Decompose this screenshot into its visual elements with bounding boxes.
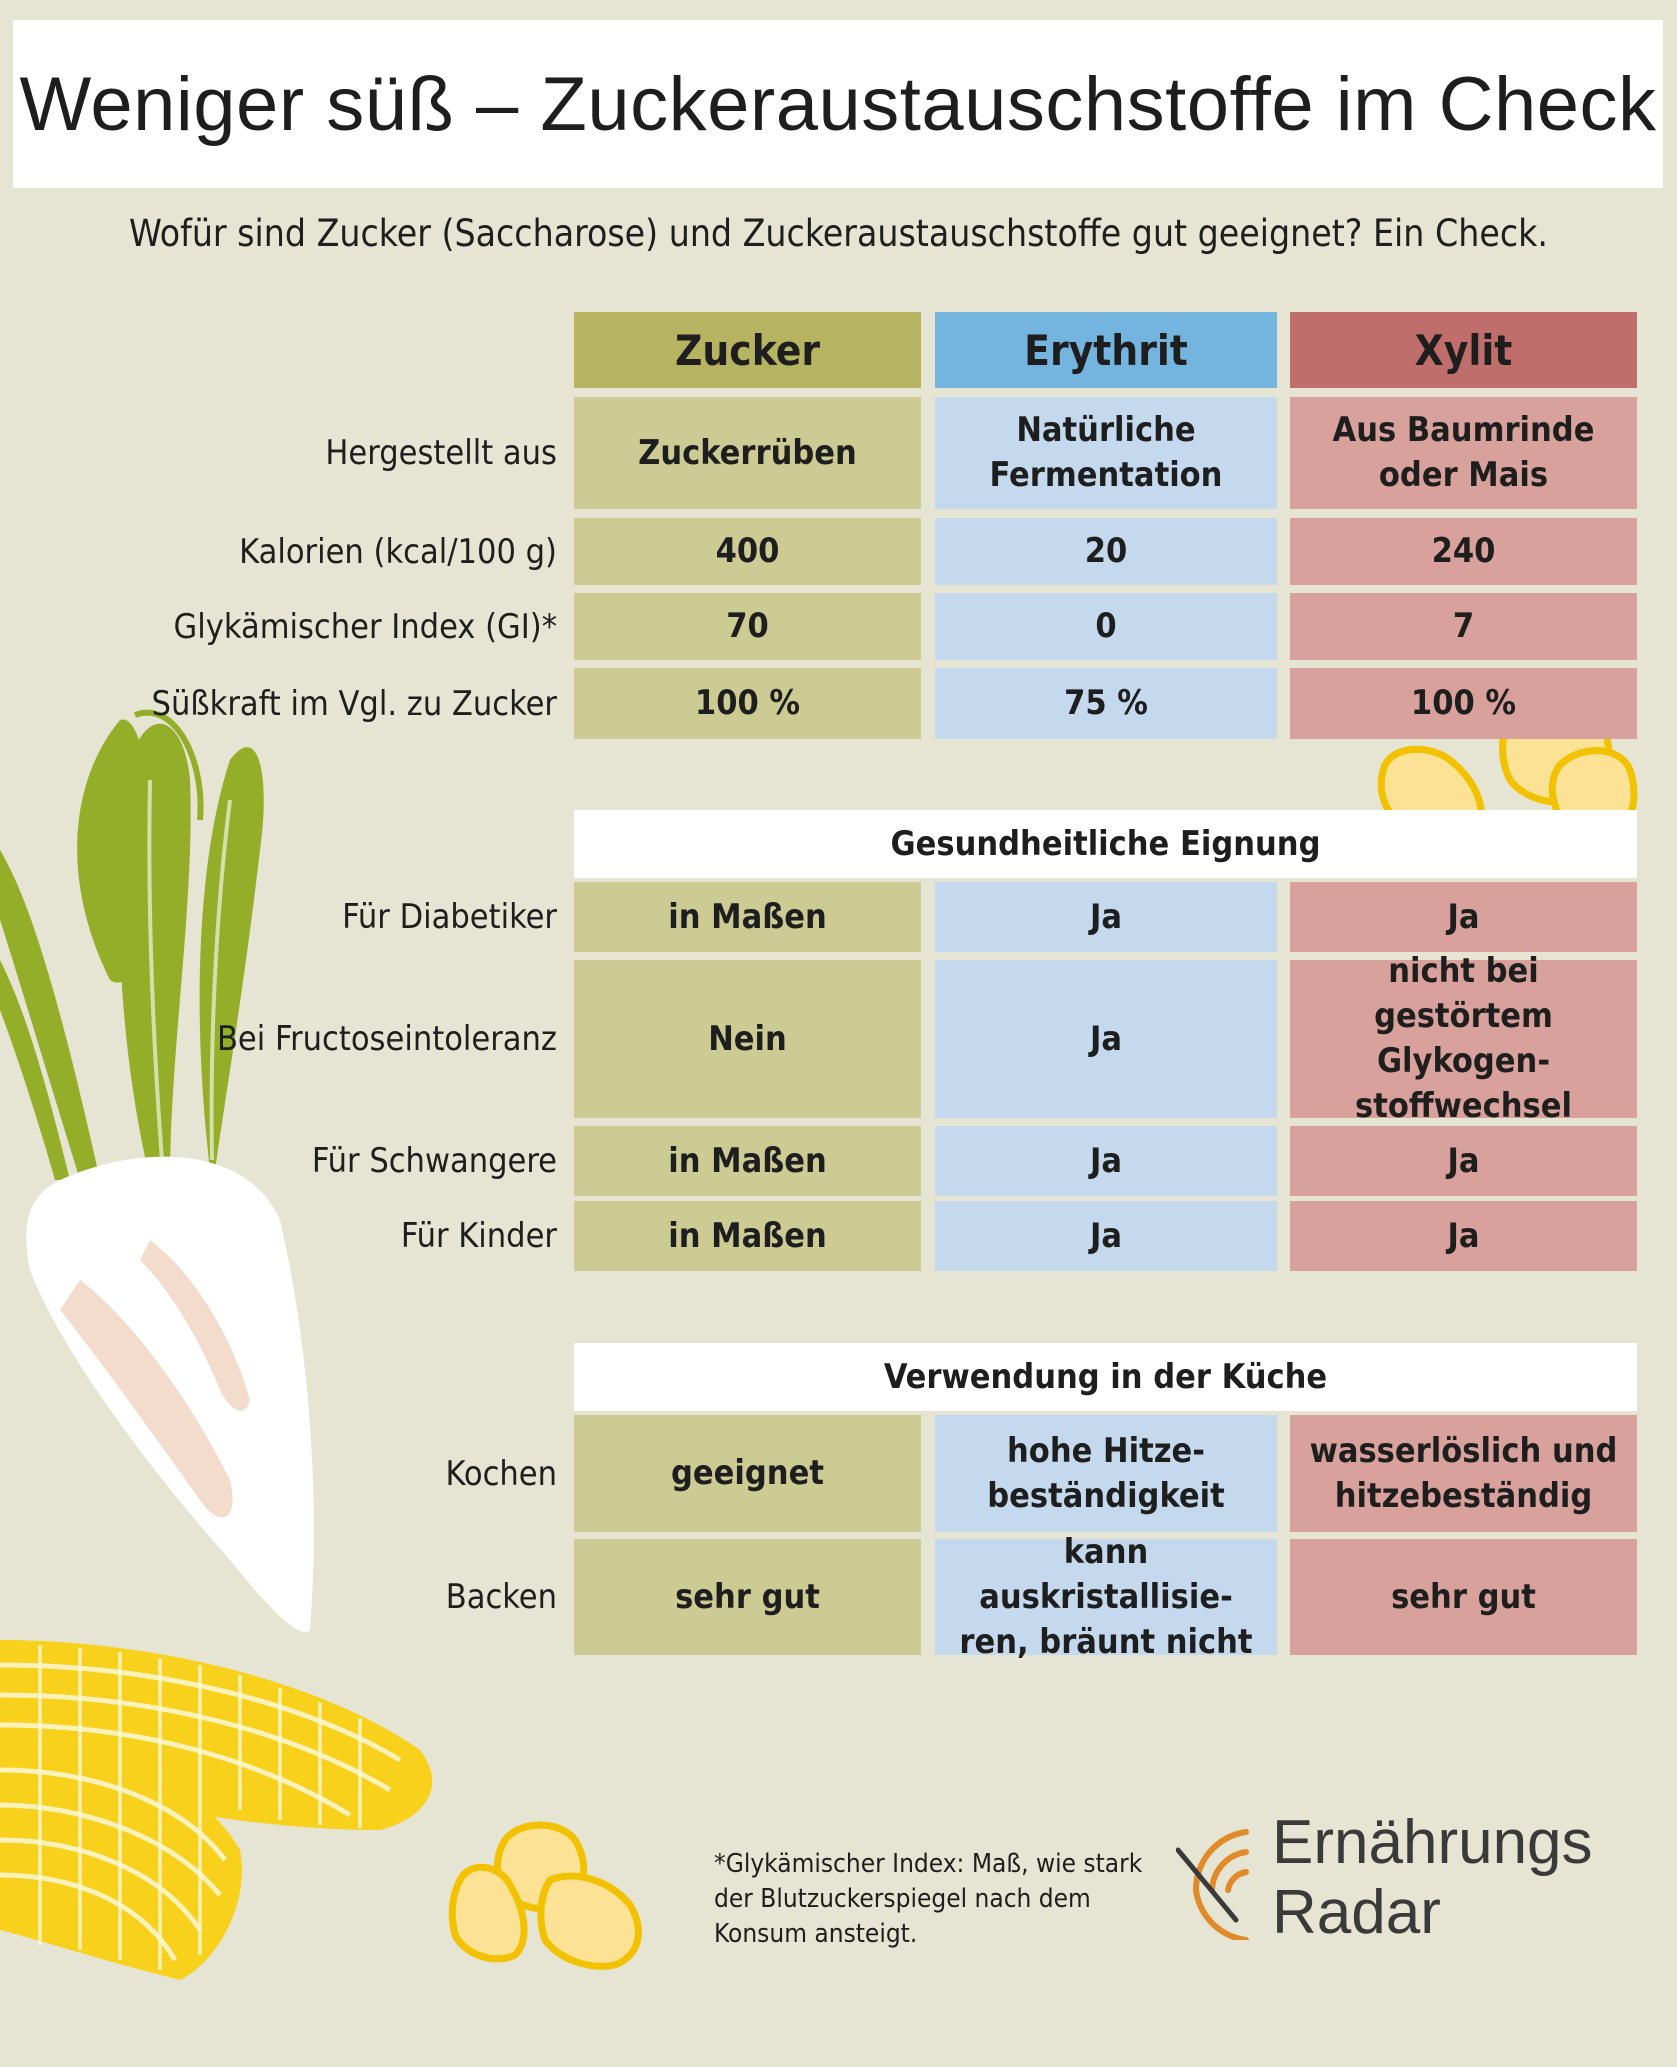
cell-text: 70 xyxy=(726,606,769,646)
cell-text: Zuckerrüben xyxy=(638,432,857,473)
cell-text: Ja xyxy=(1089,896,1122,937)
cell-text: Nein xyxy=(708,1018,787,1059)
row-label: Bei Fructoseintoleranz xyxy=(216,1019,557,1059)
cell-text: 75 % xyxy=(1064,683,1148,723)
cell-erythrit: 0 xyxy=(935,593,1277,660)
cell-text: beständigkeit xyxy=(987,1475,1225,1516)
cell-zucker: 70 xyxy=(574,593,921,660)
cell-xylit: Ja xyxy=(1290,1201,1637,1271)
cell-text: Ja xyxy=(1447,1140,1480,1181)
column-header-erythrit: Erythrit xyxy=(935,312,1277,388)
section-title: Gesundheitliche Eignung xyxy=(574,810,1637,878)
row-label: Backen xyxy=(445,1577,557,1617)
cell-zucker: geeignet xyxy=(574,1415,921,1532)
cell-text: 20 xyxy=(1084,531,1128,571)
cell-xylit: 240 xyxy=(1290,518,1637,585)
cell-xylit: Ja xyxy=(1290,1126,1637,1196)
cell-erythrit: Ja xyxy=(935,960,1277,1118)
cell-text: geeignet xyxy=(671,1453,824,1493)
cell-text: Ja xyxy=(1447,1215,1480,1256)
footnote-line: der Blutzuckerspiegel nach dem xyxy=(714,1884,1091,1914)
cell-text: Ja xyxy=(1089,1215,1122,1256)
cell-text: in Maßen xyxy=(668,1215,827,1256)
cell-erythrit: hohe Hitze-beständigkeit xyxy=(935,1415,1277,1532)
cell-text: Aus Baumrinde xyxy=(1332,410,1595,450)
cell-text: Glykogen- xyxy=(1376,1041,1551,1081)
cell-text: Ja xyxy=(1089,1018,1122,1059)
cell-text: 240 xyxy=(1431,531,1496,571)
footnote-line: Konsum ansteigt. xyxy=(714,1919,918,1949)
cell-xylit: nicht bei gestörtem Glykogen-stoffwechsel xyxy=(1290,951,1637,1126)
cell-text: kann auskristallisie- xyxy=(979,1531,1233,1617)
cell-text: 100 % xyxy=(694,683,801,723)
subtitle: Wofür sind Zucker (Saccharose) und Zucke… xyxy=(129,212,1548,255)
cell-text: 7 xyxy=(1452,606,1475,646)
cell-xylit: sehr gut xyxy=(1290,1539,1637,1655)
column-header-zucker: Zucker xyxy=(574,312,921,388)
cell-erythrit: Natürliche Fermentation xyxy=(935,397,1277,509)
cell-text: nicht bei gestörtem xyxy=(1374,951,1553,1036)
logo: Ernährungs Radar xyxy=(1272,1808,1593,1948)
cell-text: stoffwechsel xyxy=(1355,1086,1572,1126)
cell-text: Ja xyxy=(1089,1140,1122,1181)
cell-zucker: 100 % xyxy=(574,668,921,739)
column-header-xylit: Xylit xyxy=(1290,312,1637,388)
cell-erythrit: Ja xyxy=(935,882,1277,952)
cell-xylit: Ja xyxy=(1290,882,1637,952)
cell-text: Ja xyxy=(1447,896,1480,937)
row-label: Glykämischer Index (GI)* xyxy=(173,606,557,647)
row-label: Für Schwangere xyxy=(311,1141,557,1181)
cell-text: Fermentation xyxy=(989,455,1223,495)
cell-zucker: in Maßen xyxy=(574,882,921,952)
page-title: Weniger süß – Zuckeraustauschstoffe im C… xyxy=(19,61,1657,147)
section-title: Verwendung in der Küche xyxy=(574,1343,1637,1411)
cell-text: hitzebeständig xyxy=(1334,1475,1593,1516)
cell-xylit: wasserlöslich und hitzebeständig xyxy=(1290,1415,1637,1532)
cell-text: sehr gut xyxy=(1391,1576,1536,1617)
row-label: Hergestellt aus xyxy=(325,433,557,473)
footnote-line: *Glykämischer Index: Maß, wie stark xyxy=(714,1849,1143,1879)
cell-erythrit: kann auskristallisie-ren, bräunt nicht xyxy=(935,1532,1277,1662)
cell-text: oder Mais xyxy=(1378,455,1549,495)
cell-zucker: in Maßen xyxy=(574,1201,921,1271)
cell-zucker: 400 xyxy=(574,518,921,585)
cell-text: 0 xyxy=(1095,606,1117,646)
logo-line: Ernährungs xyxy=(1272,1808,1593,1877)
cell-zucker: Zuckerrüben xyxy=(574,397,921,509)
logo-line: Radar xyxy=(1272,1878,1441,1947)
cell-text: ren, bräunt nicht xyxy=(959,1621,1253,1662)
cell-xylit: 100 % xyxy=(1290,668,1637,739)
cell-text: hohe Hitze- xyxy=(1007,1430,1205,1471)
cell-erythrit: Ja xyxy=(935,1201,1277,1271)
cell-zucker: Nein xyxy=(574,960,921,1118)
cell-text: Natürliche xyxy=(1016,410,1196,450)
row-label: Kalorien (kcal/100 g) xyxy=(239,531,557,572)
cell-erythrit: 20 xyxy=(935,518,1277,585)
cell-text: in Maßen xyxy=(668,896,827,937)
row-label: Für Kinder xyxy=(400,1216,557,1256)
cell-text: 100 % xyxy=(1410,683,1517,723)
cell-erythrit: 75 % xyxy=(935,668,1277,739)
cell-xylit: Aus Baumrinde oder Mais xyxy=(1290,397,1637,509)
cell-xylit: 7 xyxy=(1290,593,1637,660)
row-label: Für Diabetiker xyxy=(342,897,557,937)
row-label: Süßkraft im Vgl. zu Zucker xyxy=(151,683,557,724)
cell-text: wasserlöslich und xyxy=(1309,1430,1618,1471)
cell-zucker: in Maßen xyxy=(574,1126,921,1196)
title-box: Weniger süß – Zuckeraustauschstoffe im C… xyxy=(13,20,1663,188)
cell-zucker: sehr gut xyxy=(574,1539,921,1655)
radar-logo-icon xyxy=(1176,1829,1249,1940)
cell-text: sehr gut xyxy=(675,1576,820,1617)
cell-text: in Maßen xyxy=(668,1140,827,1181)
cell-erythrit: Ja xyxy=(935,1126,1277,1196)
cell-text: 400 xyxy=(715,531,780,571)
row-label: Kochen xyxy=(445,1453,558,1494)
footnote: *Glykämischer Index: Maß, wie stark der … xyxy=(714,1847,1154,1952)
